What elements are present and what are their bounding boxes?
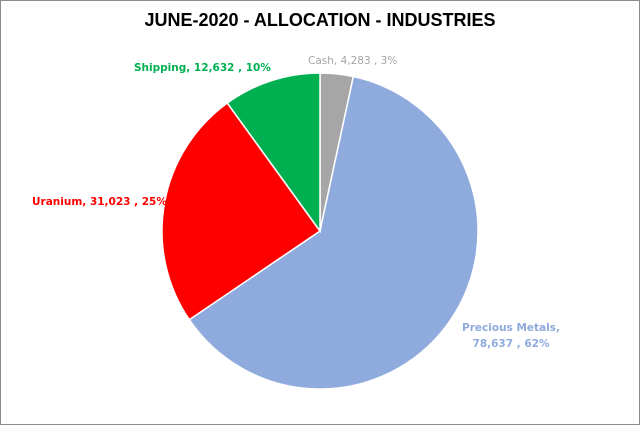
label-shipping-name: Shipping,	[134, 62, 191, 74]
label-cash-name: Cash,	[308, 55, 338, 67]
label-precious-metals-name: Precious Metals,	[462, 322, 560, 334]
pie-slice-uranium	[161, 102, 322, 321]
label-precious-metals-value: 78,637 , 62%	[472, 338, 550, 350]
pie-slice-precious-metals	[188, 75, 479, 390]
label-shipping-value: 12,632 , 10%	[193, 62, 271, 74]
label-uranium-value: 31,023 , 25%	[89, 196, 167, 208]
label-cash: Cash, 4,283 , 3%	[308, 55, 397, 67]
label-precious-metals: Precious Metals, 78,637 , 62%	[462, 320, 560, 352]
label-uranium: Uranium, 31,023 , 25%	[32, 196, 167, 208]
label-shipping: Shipping, 12,632 , 10%	[134, 62, 271, 74]
chart-title: JUNE-2020 - ALLOCATION - INDUSTRIES	[144, 10, 496, 30]
pie-slice-shipping	[226, 72, 321, 234]
label-uranium-name: Uranium,	[32, 196, 87, 208]
label-cash-value: 4,283 , 3%	[340, 55, 398, 67]
